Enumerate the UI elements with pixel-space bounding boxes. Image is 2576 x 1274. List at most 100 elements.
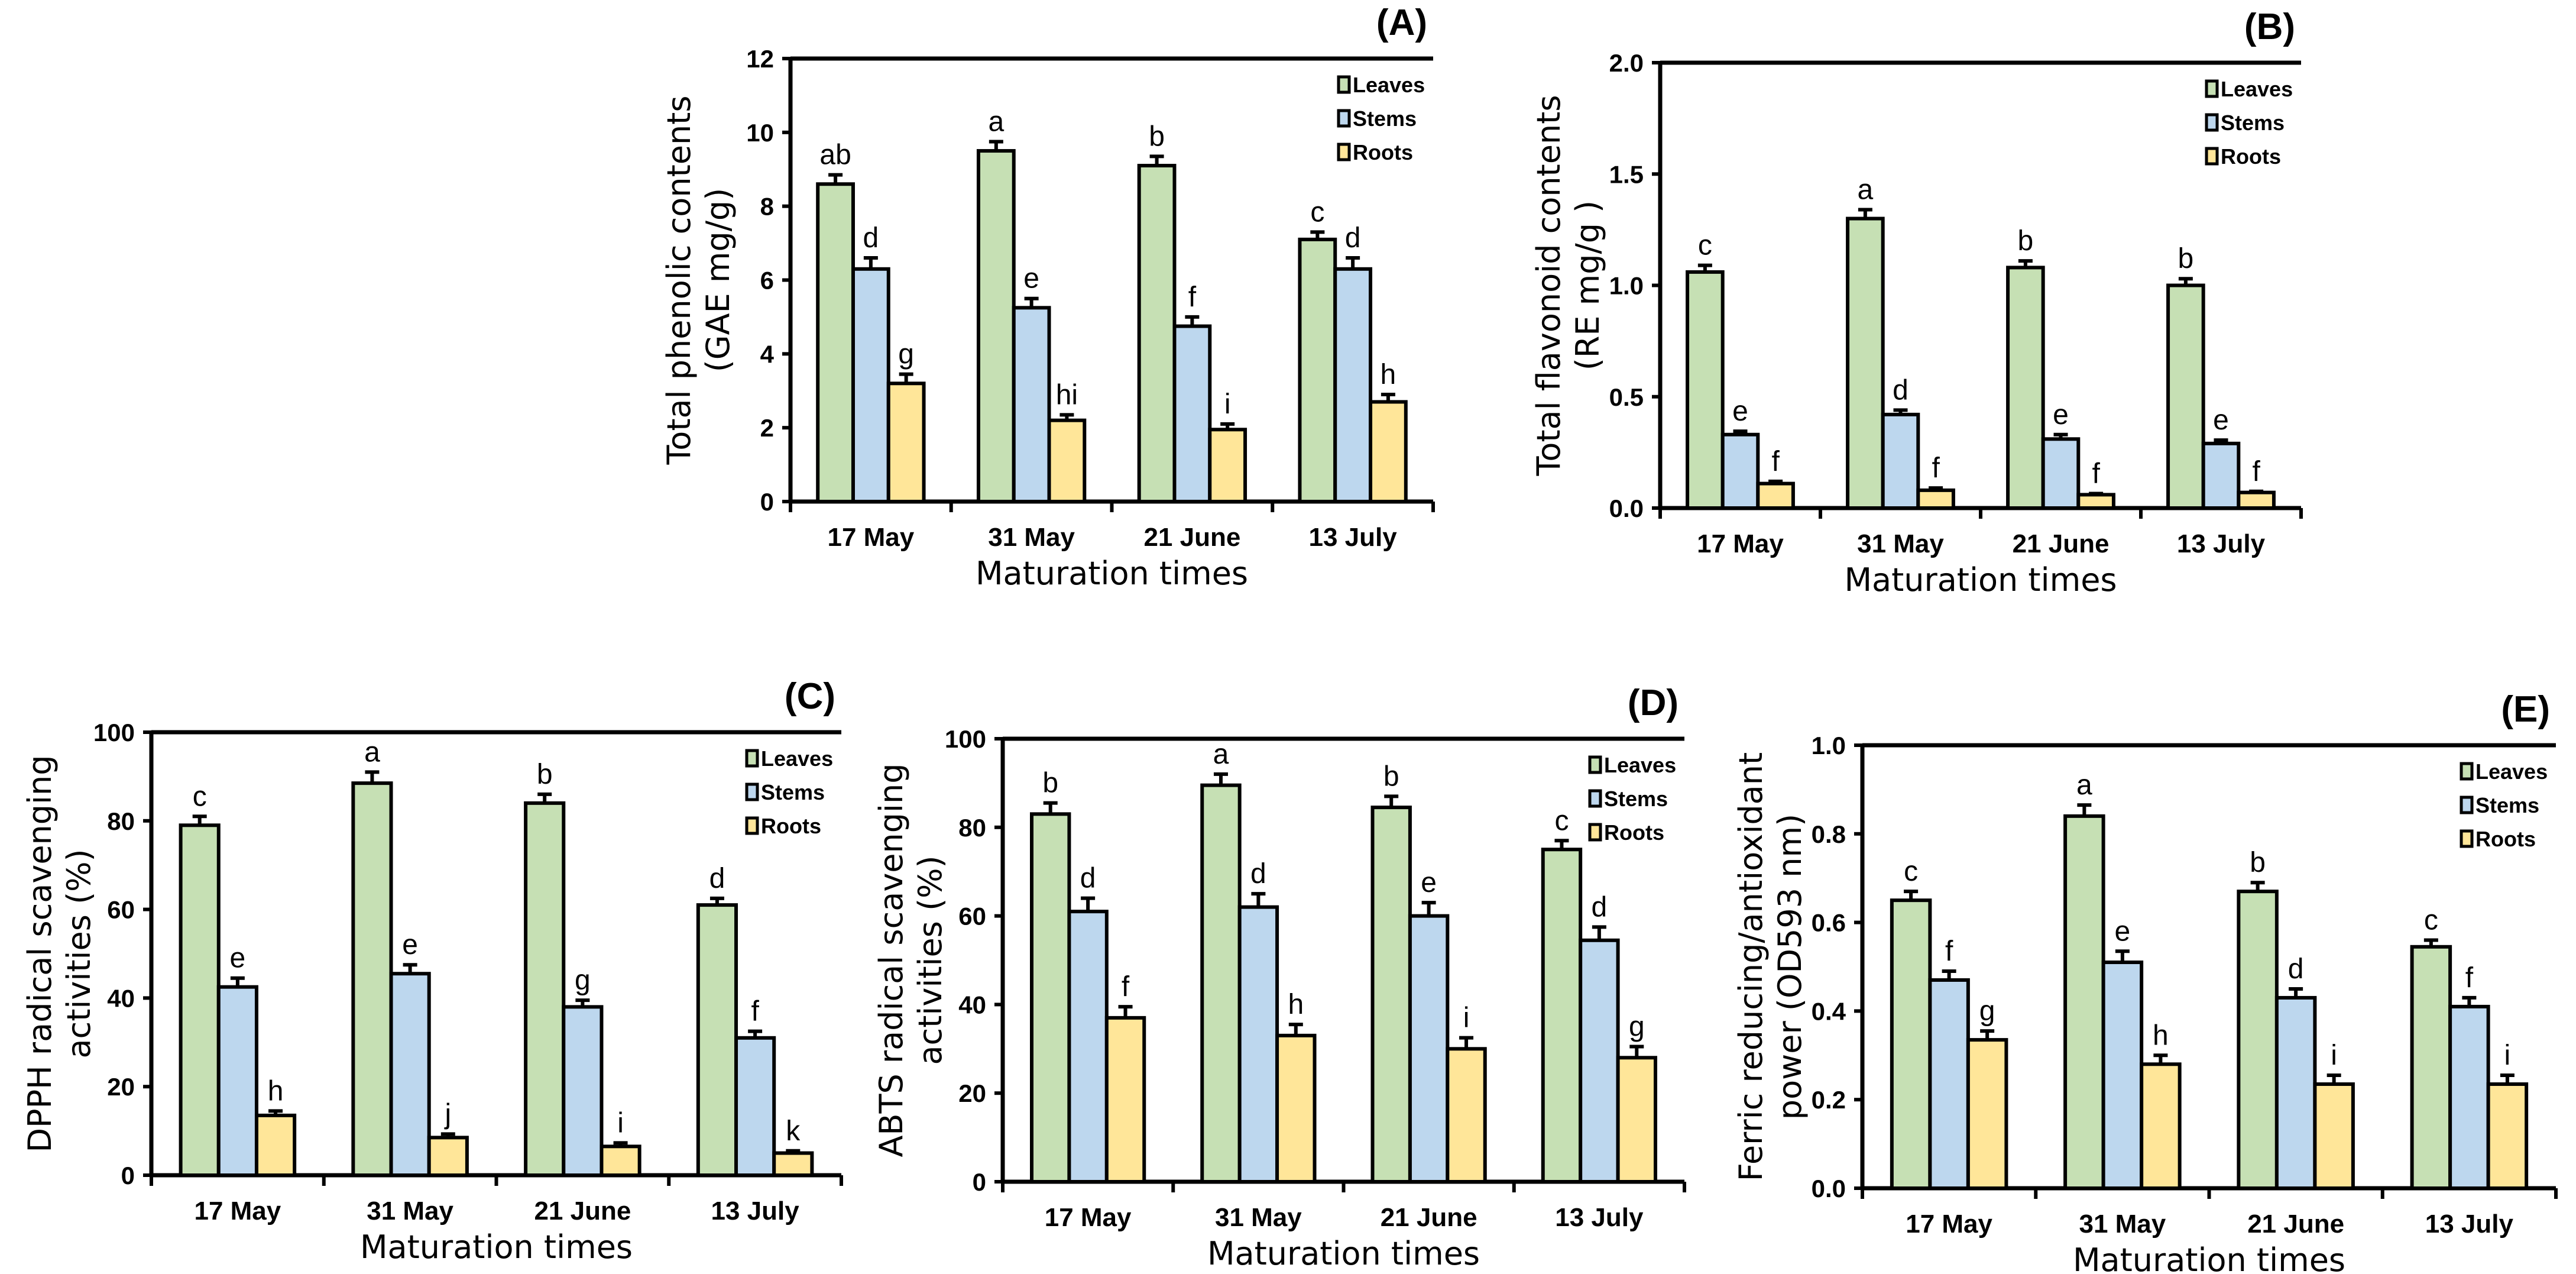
significance-letter: b <box>2018 225 2034 257</box>
legend-swatch-leaves <box>1337 75 1351 94</box>
bar-leaves <box>1686 270 1725 510</box>
bar-roots <box>2237 490 2276 510</box>
significance-letter: a <box>1213 739 1229 770</box>
legend-swatch-stems <box>2205 113 2219 132</box>
bar-roots <box>2140 1062 2182 1191</box>
y-tick-label: 0 <box>121 1162 135 1189</box>
y-axis-title: Ferric reducing/antioxidant <box>1732 752 1770 1181</box>
bar-roots <box>427 1136 469 1177</box>
y-axis-title: ABTS radical scavenging <box>873 763 910 1157</box>
bar-stems <box>216 985 258 1178</box>
legend-label: Leaves <box>2475 759 2548 784</box>
y-tick-label: 80 <box>958 814 986 842</box>
y-tick-label: 80 <box>107 807 135 835</box>
legend-label: Roots <box>2475 827 2536 851</box>
significance-letter: h <box>1288 989 1304 1020</box>
y-axis-title: (GAE mg/g) <box>699 188 737 373</box>
y-tick-label: 2 <box>760 414 774 442</box>
significance-letter: j <box>443 1098 451 1130</box>
bar-stems <box>1408 914 1450 1184</box>
legend-label: Leaves <box>2221 77 2293 101</box>
bar-roots <box>2313 1082 2355 1190</box>
x-tick-label: 17 May <box>1045 1203 1132 1232</box>
bar-leaves <box>2237 890 2279 1191</box>
x-tick-label: 21 June <box>1143 523 1240 552</box>
significance-letter: hi <box>1056 379 1078 410</box>
significance-letter: d <box>2288 953 2304 985</box>
bar-leaves <box>976 149 1016 503</box>
y-tick-label: 100 <box>93 719 135 746</box>
significance-letter: c <box>1554 805 1569 836</box>
legend-label: Stems <box>2475 793 2539 817</box>
legend-label: Leaves <box>1353 73 1425 97</box>
significance-letter: g <box>1629 1011 1645 1043</box>
significance-letter: f <box>1771 446 1780 477</box>
y-tick-label: 40 <box>107 984 135 1012</box>
y-tick-label: 2.0 <box>1609 49 1644 77</box>
panel-label: (C) <box>785 676 835 717</box>
bar-stems <box>1237 905 1279 1184</box>
significance-letter: f <box>2465 962 2474 994</box>
significance-letter: e <box>1732 396 1748 427</box>
significance-letter: b <box>537 759 553 790</box>
bar-leaves <box>1846 216 1885 510</box>
x-tick-label: 17 May <box>1906 1210 1992 1239</box>
significance-letter: h <box>268 1075 284 1107</box>
x-axis-title: Maturation times <box>2073 1241 2345 1274</box>
legend-label: Roots <box>1604 820 1664 845</box>
legend-label: Stems <box>1604 787 1668 811</box>
y-tick-label: 0.8 <box>1812 820 1846 848</box>
chart-panel-c: (C) 0 20 40 60 80 100 17 May 31 May 21 June 13 Jul… <box>21 676 843 1266</box>
significance-letter: a <box>1858 174 1874 205</box>
bar-stems <box>1881 412 1920 510</box>
x-tick-label: 21 June <box>2247 1210 2344 1239</box>
bar-stems <box>734 1036 776 1178</box>
bar-roots <box>1369 400 1408 503</box>
bar-roots <box>1208 428 1248 503</box>
significance-letter: b <box>1149 121 1165 152</box>
significance-letter: g <box>1979 995 1995 1027</box>
bar-stems <box>2201 441 2241 510</box>
significance-letter: c <box>2424 905 2438 936</box>
y-tick-label: 0.2 <box>1812 1086 1846 1114</box>
legend-label: Roots <box>2221 144 2281 169</box>
y-axis-title: Total flavonoid contents <box>1530 95 1567 477</box>
significance-letter: f <box>1188 282 1197 313</box>
legend-swatch-leaves <box>745 749 759 768</box>
significance-letter: b <box>1042 768 1058 799</box>
bar-stems <box>562 1005 604 1177</box>
y-axis-title: activities (%) <box>912 855 949 1065</box>
significance-letter: a <box>2076 769 2092 801</box>
bar-leaves <box>2006 266 2045 510</box>
significance-letter: f <box>1945 936 1953 967</box>
legend-swatch-leaves <box>2460 762 2474 781</box>
bar-leaves <box>1298 237 1337 503</box>
legend-swatch-roots <box>2205 147 2219 166</box>
bar-leaves <box>1030 812 1071 1184</box>
significance-letter: f <box>1932 452 1940 484</box>
bar-leaves <box>816 182 855 503</box>
significance-letter: d <box>1592 891 1608 923</box>
significance-letter: c <box>193 781 207 812</box>
legend-swatch-roots <box>2460 829 2474 848</box>
bar-roots <box>1916 488 1955 510</box>
bar-leaves <box>1541 848 1583 1184</box>
bar-stems <box>1928 978 1970 1190</box>
y-tick-label: 40 <box>958 991 986 1018</box>
panel-label: (B) <box>2244 7 2295 47</box>
bar-roots <box>1446 1047 1487 1184</box>
significance-letter: e <box>402 929 418 961</box>
x-tick-label: 21 June <box>2013 529 2110 558</box>
y-tick-label: 0.0 <box>1812 1175 1846 1202</box>
significance-letter: d <box>1080 863 1096 894</box>
significance-letter: g <box>898 339 914 370</box>
significance-letter: ab <box>819 140 851 171</box>
bar-stems <box>1172 324 1212 503</box>
bar-roots <box>1275 1033 1317 1184</box>
bar-roots <box>1966 1038 2008 1190</box>
x-tick-label: 21 June <box>1381 1203 1477 1232</box>
bar-stems <box>851 267 890 503</box>
significance-letter: c <box>1698 230 1712 261</box>
bar-stems <box>1012 306 1051 503</box>
